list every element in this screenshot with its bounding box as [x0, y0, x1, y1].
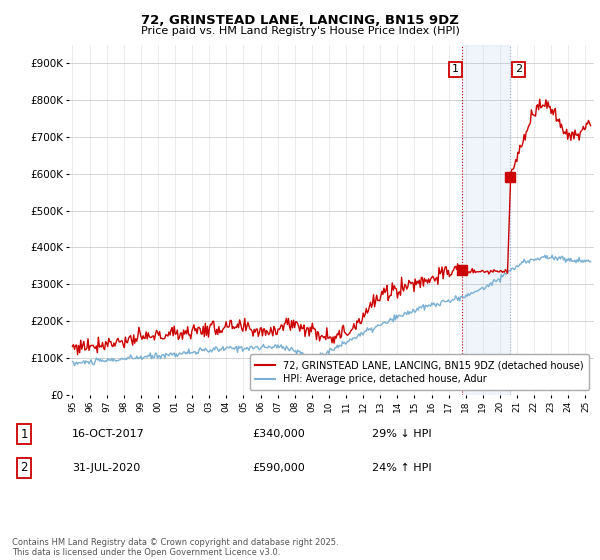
Text: £340,000: £340,000	[252, 429, 305, 439]
Text: 1: 1	[20, 427, 28, 441]
Text: Contains HM Land Registry data © Crown copyright and database right 2025.
This d: Contains HM Land Registry data © Crown c…	[12, 538, 338, 557]
Bar	[463, 45, 510, 395]
Text: 16-OCT-2017: 16-OCT-2017	[72, 429, 145, 439]
Text: 29% ↓ HPI: 29% ↓ HPI	[372, 429, 431, 439]
Text: £590,000: £590,000	[252, 463, 305, 473]
Legend: 72, GRINSTEAD LANE, LANCING, BN15 9DZ (detached house), HPI: Average price, deta: 72, GRINSTEAD LANE, LANCING, BN15 9DZ (d…	[250, 354, 589, 390]
Text: 1: 1	[452, 64, 459, 74]
Text: 2: 2	[515, 64, 523, 74]
Text: 24% ↑ HPI: 24% ↑ HPI	[372, 463, 431, 473]
Text: 72, GRINSTEAD LANE, LANCING, BN15 9DZ: 72, GRINSTEAD LANE, LANCING, BN15 9DZ	[141, 14, 459, 27]
Text: 31-JUL-2020: 31-JUL-2020	[72, 463, 140, 473]
Text: Price paid vs. HM Land Registry's House Price Index (HPI): Price paid vs. HM Land Registry's House …	[140, 26, 460, 36]
Text: 2: 2	[20, 461, 28, 474]
